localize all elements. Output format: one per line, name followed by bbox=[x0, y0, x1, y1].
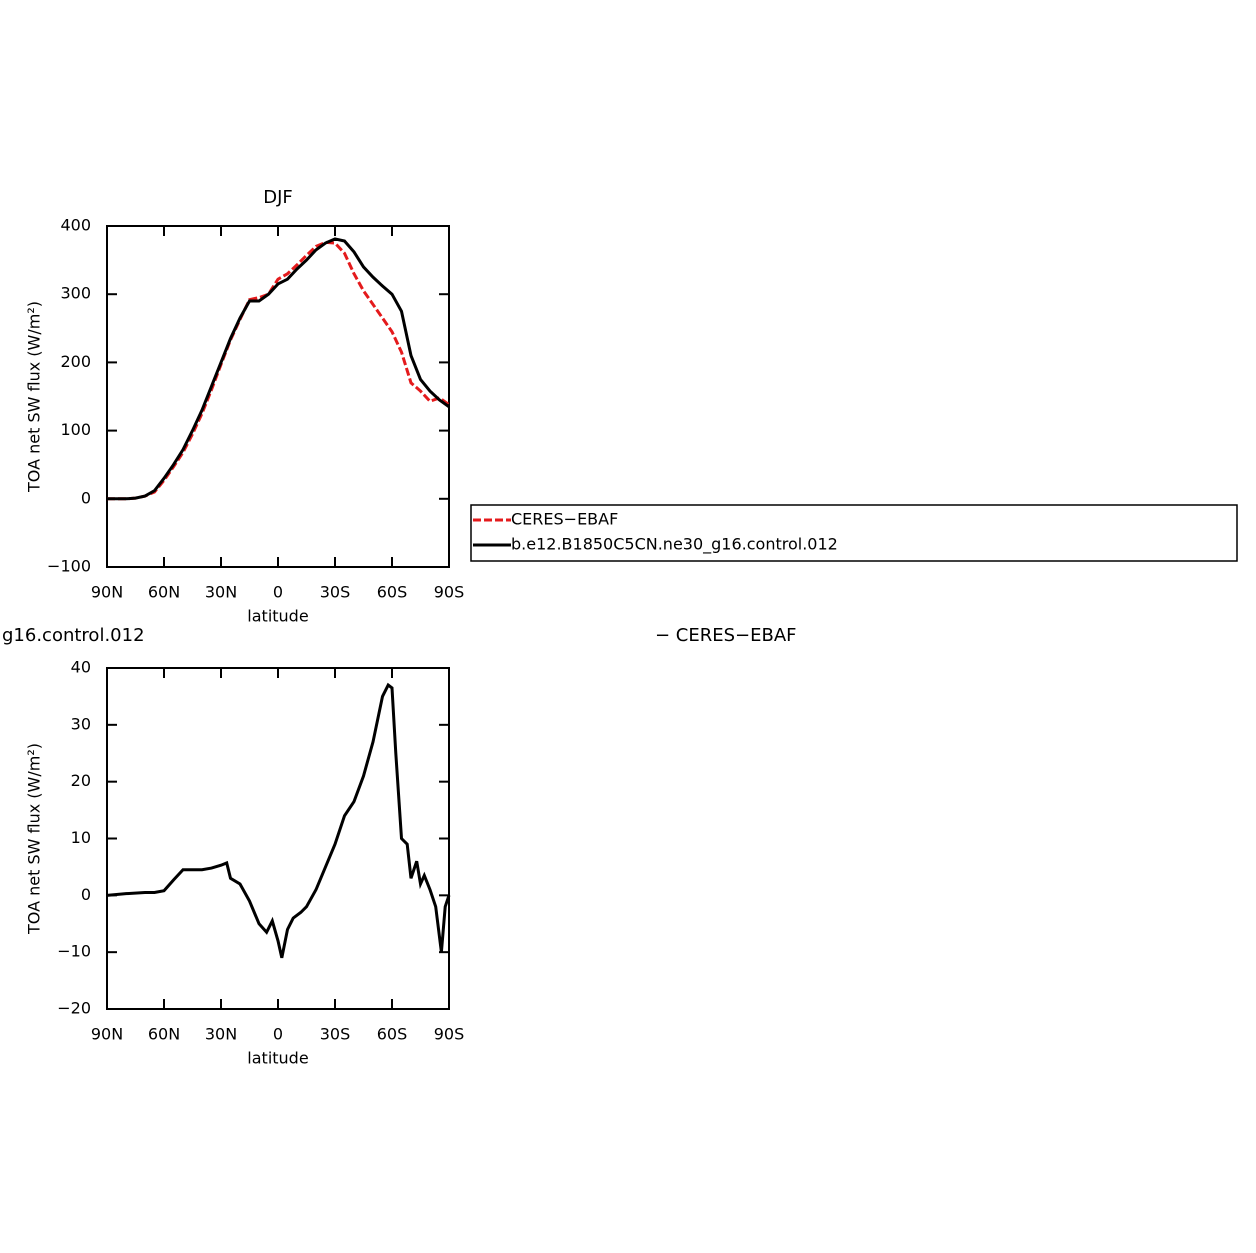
y-axis-label: TOA net SW flux (W/m²) bbox=[25, 743, 44, 935]
x-tick-label: 60S bbox=[377, 583, 408, 602]
chart-title: g16.control.012 bbox=[2, 625, 145, 646]
legend-label: CERES−EBAF bbox=[511, 510, 618, 529]
legend-label: b.e12.B1850C5CN.ne30_g16.control.012 bbox=[511, 535, 838, 555]
x-tick-label: 30S bbox=[320, 583, 351, 602]
y-tick-label: −10 bbox=[57, 942, 91, 961]
plot-frame bbox=[106, 667, 450, 1010]
y-tick-label: 30 bbox=[71, 714, 91, 733]
y-tick-label: 10 bbox=[71, 828, 91, 847]
x-tick-label: 60N bbox=[148, 1025, 180, 1044]
x-tick-label: 30N bbox=[205, 1025, 237, 1044]
x-tick-label: 90N bbox=[91, 1025, 123, 1044]
plot-frame bbox=[106, 225, 450, 568]
y-tick-label: −20 bbox=[57, 999, 91, 1018]
legend-box bbox=[470, 504, 1238, 562]
x-tick-label: 0 bbox=[273, 1025, 283, 1044]
y-tick-label: 0 bbox=[81, 488, 91, 507]
x-tick-label: 0 bbox=[273, 583, 283, 602]
y-tick-label: 200 bbox=[60, 352, 91, 371]
x-axis-label: latitude bbox=[247, 1049, 308, 1068]
chart-title: DJF bbox=[263, 187, 293, 208]
data-line bbox=[106, 682, 451, 959]
x-tick-label: 90S bbox=[434, 1025, 465, 1044]
x-tick-label: 60S bbox=[377, 1025, 408, 1044]
x-tick-label: 90N bbox=[91, 583, 123, 602]
x-tick-label: 60N bbox=[148, 583, 180, 602]
x-tick-label: 90S bbox=[434, 583, 465, 602]
data-line bbox=[107, 237, 450, 501]
y-tick-label: 20 bbox=[71, 771, 91, 790]
x-tick-label: 30N bbox=[205, 583, 237, 602]
y-tick-label: 40 bbox=[71, 658, 91, 677]
data-line bbox=[107, 240, 450, 501]
y-tick-label: 300 bbox=[60, 284, 91, 303]
y-tick-label: 0 bbox=[81, 885, 91, 904]
x-axis-label: latitude bbox=[247, 607, 308, 626]
y-axis-label: TOA net SW flux (W/m²) bbox=[25, 301, 44, 493]
y-tick-label: −100 bbox=[47, 557, 91, 576]
chart-title: − CERES−EBAF bbox=[655, 625, 797, 646]
x-tick-label: 30S bbox=[320, 1025, 351, 1044]
y-tick-label: 400 bbox=[60, 216, 91, 235]
y-tick-label: 100 bbox=[60, 420, 91, 439]
